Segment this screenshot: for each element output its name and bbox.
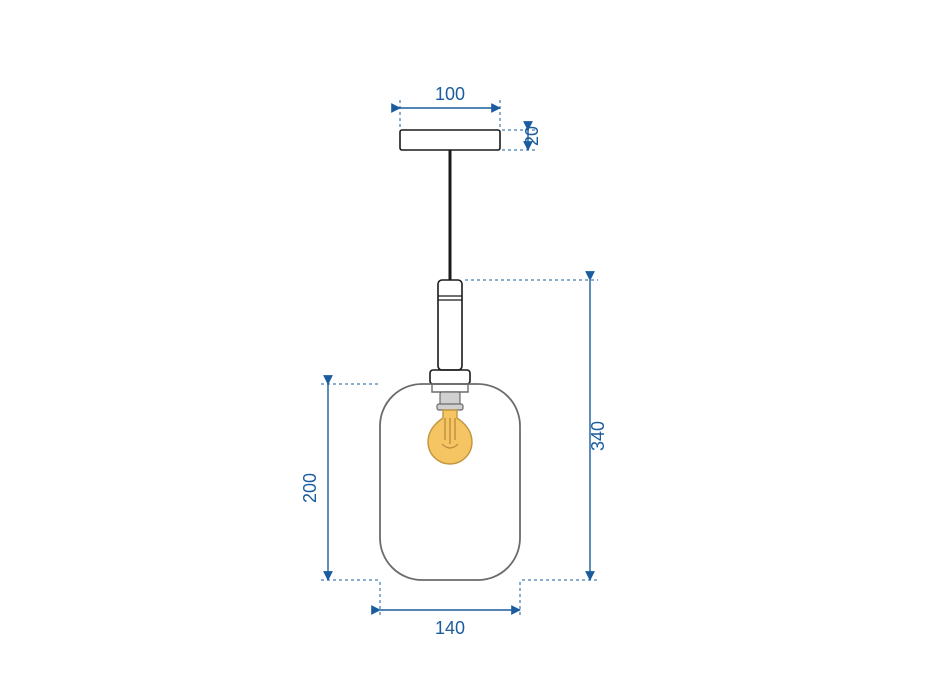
lamp-stem: [438, 280, 462, 370]
lamp-collar: [430, 370, 470, 384]
canopy: [400, 130, 500, 150]
dim-label: 200: [300, 473, 320, 503]
dim-label: 20: [522, 126, 542, 146]
bulb-socket-ring: [437, 404, 463, 410]
shade-top-opening: [432, 384, 468, 392]
dim-canopy-height: 20: [502, 126, 542, 150]
dim-label: 340: [588, 421, 608, 451]
dim-label: 100: [435, 84, 465, 104]
dim-label: 140: [435, 618, 465, 638]
dim-shade-width: 140: [380, 582, 520, 638]
bulb: [428, 410, 472, 464]
dim-canopy-width: 100: [400, 84, 500, 128]
dim-shade-height: 200: [300, 384, 378, 580]
dim-body-height: 340: [465, 280, 608, 580]
